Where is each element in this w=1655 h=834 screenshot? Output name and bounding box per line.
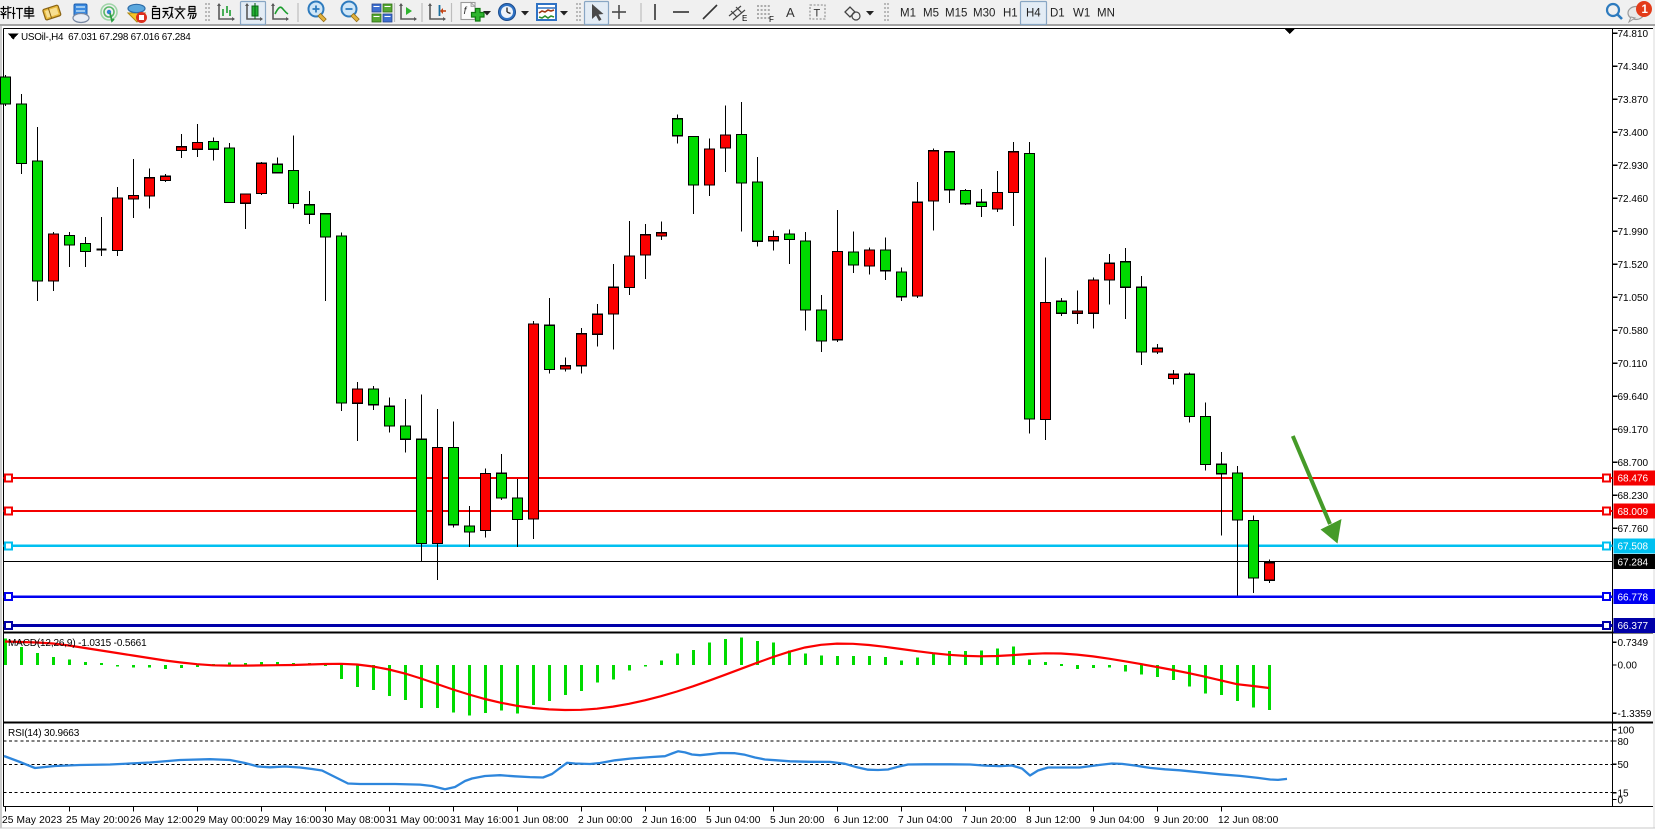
svg-text:2 Jun 00:00: 2 Jun 00:00: [578, 815, 633, 826]
svg-text:67.760: 67.760: [1618, 524, 1649, 535]
svg-text:T: T: [814, 8, 821, 20]
svg-text:71.990: 71.990: [1618, 227, 1649, 238]
svg-text:80: 80: [1618, 737, 1630, 748]
svg-text:6 Jun 12:00: 6 Jun 12:00: [834, 815, 889, 826]
svg-text:8 Jun 12:00: 8 Jun 12:00: [1026, 815, 1081, 826]
svg-text:73.400: 73.400: [1618, 128, 1649, 139]
svg-text:H1: H1: [1003, 8, 1018, 20]
svg-text:A: A: [786, 5, 795, 20]
svg-text:0.7349: 0.7349: [1618, 638, 1649, 649]
svg-text:7 Jun 20:00: 7 Jun 20:00: [962, 815, 1017, 826]
svg-text:68.700: 68.700: [1618, 458, 1649, 469]
svg-text:USOil-,H4 67.031 67.298 67.01: USOil-,H4 67.031 67.298 67.016 67.284: [21, 32, 191, 43]
svg-text:26 May 12:00: 26 May 12:00: [130, 815, 193, 826]
svg-text:67.508: 67.508: [1618, 542, 1649, 553]
svg-text:68.230: 68.230: [1618, 491, 1649, 502]
svg-text:66.377: 66.377: [1618, 621, 1649, 632]
svg-text:68.009: 68.009: [1618, 507, 1649, 518]
svg-text:9 Jun 20:00: 9 Jun 20:00: [1154, 815, 1209, 826]
svg-text:30 May 08:00: 30 May 08:00: [322, 815, 385, 826]
svg-text:70.580: 70.580: [1618, 326, 1649, 337]
svg-text:0.00: 0.00: [1618, 661, 1638, 672]
svg-text:H4: H4: [1026, 8, 1041, 20]
svg-text:7 Jun 04:00: 7 Jun 04:00: [898, 815, 953, 826]
svg-text:1: 1: [1642, 4, 1649, 16]
svg-text:0: 0: [1618, 795, 1624, 806]
svg-text:M1: M1: [900, 8, 916, 20]
svg-text:25 May 2023: 25 May 2023: [2, 815, 62, 826]
svg-text:5 Jun 20:00: 5 Jun 20:00: [770, 815, 825, 826]
svg-text:69.170: 69.170: [1618, 425, 1649, 436]
svg-text:M15: M15: [945, 8, 967, 20]
svg-text:MACD(12,26,9) -1.0315 -0.5661: MACD(12,26,9) -1.0315 -0.5661: [8, 638, 147, 649]
svg-text:66.778: 66.778: [1618, 593, 1649, 604]
svg-text:M5: M5: [923, 8, 939, 20]
svg-text:100: 100: [1618, 726, 1635, 737]
svg-text:E: E: [742, 14, 747, 23]
svg-text:2 Jun 16:00: 2 Jun 16:00: [642, 815, 697, 826]
svg-text:25 May 20:00: 25 May 20:00: [66, 815, 129, 826]
svg-text:RSI(14) 30.9663: RSI(14) 30.9663: [8, 728, 80, 739]
svg-text:29 May 00:00: 29 May 00:00: [194, 815, 257, 826]
svg-text:D1: D1: [1050, 8, 1065, 20]
svg-text:68.476: 68.476: [1618, 474, 1649, 485]
svg-text:F: F: [769, 15, 774, 24]
svg-text:31 May 16:00: 31 May 16:00: [450, 815, 513, 826]
svg-text:5 Jun 04:00: 5 Jun 04:00: [706, 815, 761, 826]
svg-text:69.640: 69.640: [1618, 392, 1649, 403]
svg-text:MN: MN: [1097, 8, 1115, 20]
svg-text:70.110: 70.110: [1618, 359, 1648, 370]
svg-text:1 Jun 08:00: 1 Jun 08:00: [514, 815, 569, 826]
svg-text:74.340: 74.340: [1618, 62, 1649, 73]
svg-text:29 May 16:00: 29 May 16:00: [258, 815, 321, 826]
svg-text:71.050: 71.050: [1618, 293, 1649, 304]
svg-text:12 Jun 08:00: 12 Jun 08:00: [1218, 815, 1279, 826]
svg-text:73.870: 73.870: [1618, 95, 1649, 106]
svg-text:-1.3359: -1.3359: [1618, 709, 1652, 720]
svg-text:W1: W1: [1073, 8, 1090, 20]
svg-text:50: 50: [1618, 760, 1630, 771]
svg-text:72.460: 72.460: [1618, 194, 1649, 205]
svg-text:71.520: 71.520: [1618, 260, 1649, 271]
svg-text:9 Jun 04:00: 9 Jun 04:00: [1090, 815, 1145, 826]
svg-text:67.284: 67.284: [1618, 557, 1649, 568]
svg-text:72.930: 72.930: [1618, 161, 1649, 172]
svg-text:M30: M30: [973, 8, 995, 20]
svg-text:31 May 00:00: 31 May 00:00: [386, 815, 449, 826]
